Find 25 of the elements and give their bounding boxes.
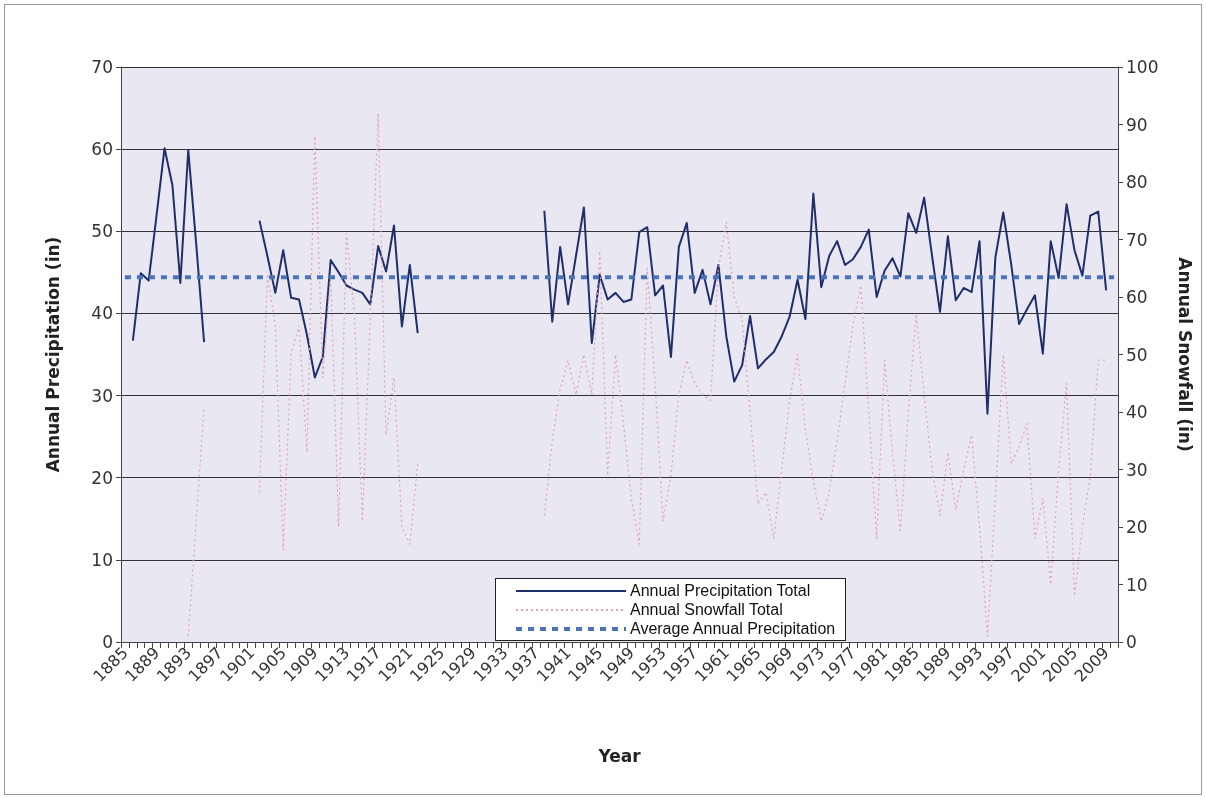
y-axis-title: Annual Precipitation (in) — [42, 236, 63, 473]
y-tick-label: 30 — [91, 385, 113, 406]
y2-tick-label: 70 — [1126, 229, 1148, 250]
y2-tick-label: 30 — [1126, 459, 1148, 480]
y2-tick-label: 20 — [1126, 517, 1148, 537]
y2-tick-label: 50 — [1126, 344, 1148, 365]
y-tick-label: 20 — [91, 467, 113, 488]
legend-label: Annual Snowfall Total — [630, 600, 783, 619]
y2-tick-label: 60 — [1126, 287, 1148, 307]
y-tick-label: 70 — [91, 57, 113, 77]
y2-axis-title: Annual Snowfall (in) — [1174, 257, 1195, 452]
y-tick-label: 10 — [91, 549, 113, 570]
y2-tick-label: 90 — [1126, 114, 1148, 135]
x-axis-title: Year — [597, 745, 642, 766]
y2-tick-label: 40 — [1126, 402, 1148, 422]
y-tick-label: 0 — [102, 632, 113, 652]
y2-tick-label: 10 — [1126, 574, 1148, 595]
y2-tick-label: 80 — [1126, 172, 1148, 192]
y2-tick-label: 0 — [1126, 632, 1137, 652]
legend-label: Annual Precipitation Total — [630, 581, 811, 600]
y-tick-label: 50 — [91, 221, 113, 242]
y2-tick-label: 100 — [1126, 57, 1159, 77]
y-tick-label: 60 — [91, 139, 113, 160]
y-tick-label: 40 — [91, 303, 113, 324]
legend-label: Average Annual Precipitation — [630, 619, 836, 638]
